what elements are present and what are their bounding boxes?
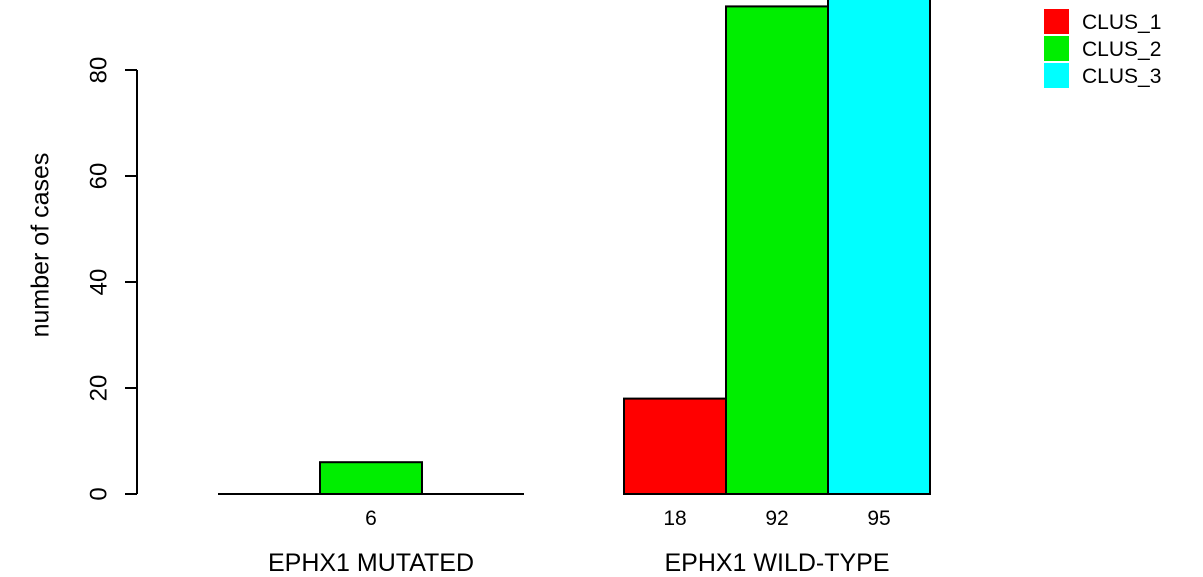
y-tick-label: 0 — [85, 487, 112, 500]
y-tick-label: 60 — [85, 163, 112, 190]
bar-clus-2 — [319, 461, 423, 496]
y-tick-label: 20 — [85, 375, 112, 402]
y-axis: 0 20 40 60 80 — [85, 57, 138, 501]
bar-count-label: 92 — [765, 507, 788, 530]
bar-clus-3 — [827, 0, 931, 495]
bar-count-label: 95 — [867, 507, 890, 530]
category-label: EPHX1 WILD-TYPE — [664, 549, 889, 577]
legend-swatch — [1044, 36, 1069, 61]
y-tick-label: 80 — [85, 57, 112, 84]
legend: CLUS_1 CLUS_2 CLUS_3 — [1044, 9, 1161, 88]
bar-clus-2 — [725, 5, 829, 496]
y-tick-label: 40 — [85, 269, 112, 296]
bar-count-labels: 6 18 92 95 — [365, 507, 891, 530]
bars — [319, 0, 931, 496]
legend-swatch — [1044, 63, 1069, 88]
bar-clus-1 — [623, 397, 727, 496]
legend-swatch — [1044, 9, 1069, 34]
legend-label: CLUS_2 — [1082, 38, 1161, 61]
y-axis-title: number of cases — [27, 153, 55, 338]
category-label: EPHX1 MUTATED — [268, 549, 474, 577]
legend-label: CLUS_3 — [1082, 65, 1161, 88]
legend-label: CLUS_1 — [1082, 11, 1161, 34]
category-labels: EPHX1 MUTATED EPHX1 WILD-TYPE — [268, 549, 890, 577]
bar-count-label: 6 — [365, 507, 377, 530]
bar-count-label: 18 — [663, 507, 686, 530]
